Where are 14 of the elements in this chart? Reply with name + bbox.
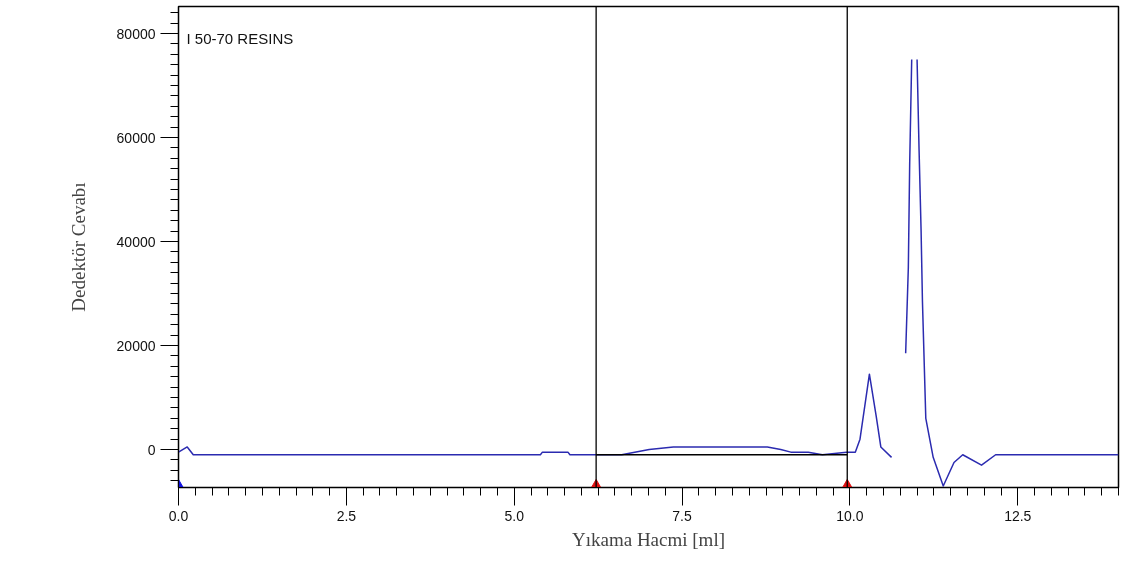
y-tick-label: 80000 [116, 25, 156, 42]
x-tick-label: 7.5 [672, 507, 693, 524]
y-tick-label: 40000 [116, 233, 156, 250]
y-tick-label: 20000 [116, 337, 156, 354]
x-tick-label: 10.0 [836, 507, 864, 524]
x-axis-title: Yıkama Hacmi [ml] [572, 528, 726, 550]
x-tick-label: 5.0 [504, 507, 525, 524]
x-tick-label: 12.5 [1004, 507, 1032, 524]
annotation: I 50-70 RESINS [186, 29, 294, 47]
y-axis-title: Dedektör Cevabı [67, 182, 89, 312]
x-tick-label: 2.5 [336, 507, 357, 524]
y-tick-label: 0 [147, 441, 156, 458]
x-tick-label: 0.0 [168, 507, 189, 524]
y-tick-label: 60000 [116, 129, 156, 146]
